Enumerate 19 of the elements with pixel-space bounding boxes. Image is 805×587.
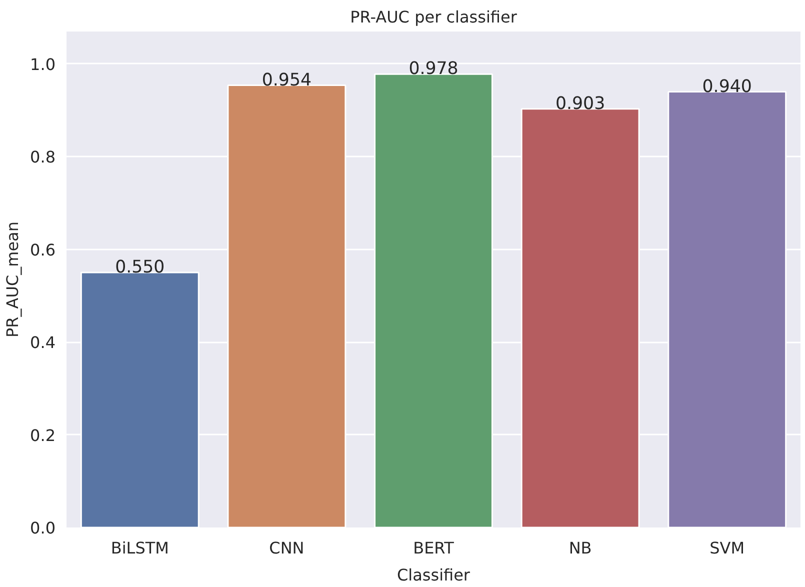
y-tick-label: 1.0 [30, 54, 56, 74]
y-tick-label: 0.6 [30, 240, 56, 260]
data-label: 0.978 [408, 59, 458, 80]
y-tick-label: 0.2 [30, 426, 56, 445]
x-tick-label: BiLSTM [110, 538, 169, 558]
y-tick-label: 0.0 [30, 518, 56, 538]
data-label: 0.940 [702, 76, 752, 97]
x-axis-title: Classifier [396, 566, 470, 584]
y-tick-label: 0.4 [30, 333, 56, 352]
x-tick-label: SVM [710, 538, 745, 558]
x-tick-label: NB [568, 538, 592, 558]
x-tick-label: BERT [413, 538, 454, 558]
chart-title: PR-AUC per classifier [350, 8, 518, 26]
data-label: 0.954 [262, 70, 312, 90]
data-label: 0.550 [115, 258, 165, 278]
y-axis-title: PR_AUC_mean [3, 222, 22, 338]
y-tick-label: 0.8 [30, 148, 56, 167]
x-tick-label: CNN [269, 538, 304, 558]
data-label: 0.903 [555, 94, 606, 114]
